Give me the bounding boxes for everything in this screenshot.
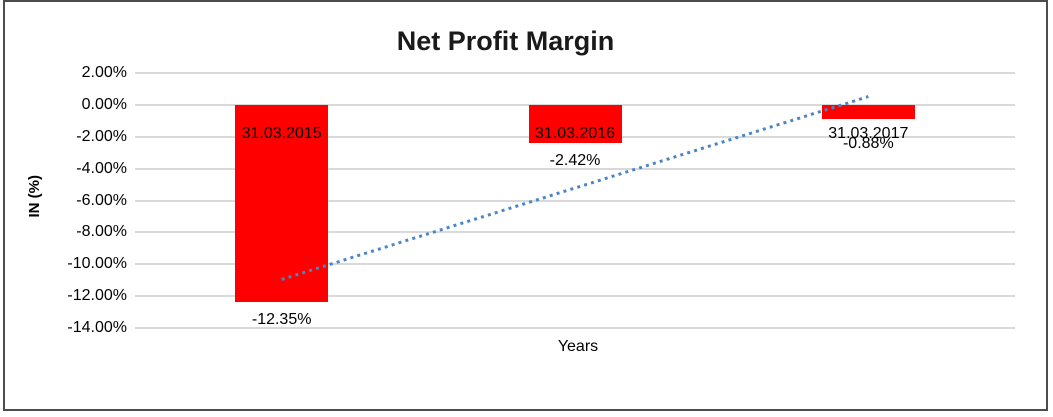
value-label: -2.42% xyxy=(549,152,601,170)
y-tick-label: 0.00% xyxy=(81,95,127,113)
gridline xyxy=(135,295,1015,298)
y-tick-label: -4.00% xyxy=(76,159,127,177)
value-label: -12.35% xyxy=(251,310,312,328)
gridline xyxy=(135,72,1015,74)
value-label: -0.88% xyxy=(842,135,894,152)
y-tick-label: -2.00% xyxy=(76,127,127,145)
y-tick-label: 2.00% xyxy=(81,64,127,81)
y-tick-label: -14.00% xyxy=(67,319,127,336)
chart-title: Net Profit Margin xyxy=(396,26,615,56)
y-tick-label: -12.00% xyxy=(67,287,127,305)
y-tick-label: -6.00% xyxy=(76,191,127,209)
category-label: 31.03.2015 xyxy=(241,125,322,142)
bar-31.03.2017[interactable] xyxy=(821,104,915,119)
chart-frame: Net Profit Margin IN (%) Years 2.00% 0.00… xyxy=(3,0,1048,411)
y-tick-label: -8.00% xyxy=(76,223,127,241)
gridline xyxy=(135,327,1015,329)
y-tick-label: -10.00% xyxy=(67,255,127,273)
category-label: 31.03.2016 xyxy=(534,125,616,142)
x-axis-title: Years xyxy=(557,338,599,355)
